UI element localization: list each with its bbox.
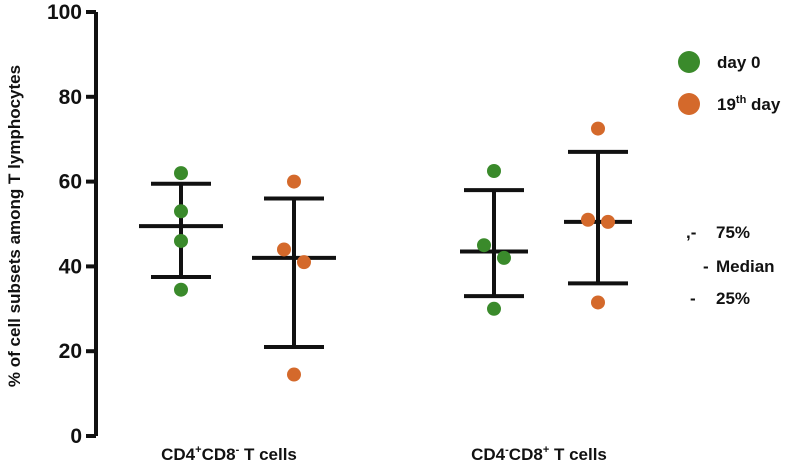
data-point bbox=[591, 121, 605, 136]
key-marker: - bbox=[690, 289, 696, 308]
data-point bbox=[497, 250, 511, 265]
data-point bbox=[487, 164, 501, 178]
label-text: T cells bbox=[549, 445, 607, 464]
label-superscript: - bbox=[505, 444, 509, 456]
legend-label: 19th day bbox=[717, 94, 781, 114]
data-point bbox=[174, 166, 188, 181]
label-text: 19 bbox=[717, 95, 736, 114]
label-text: CD8 bbox=[202, 445, 236, 464]
data-point bbox=[174, 233, 188, 248]
data-point bbox=[287, 174, 301, 189]
data-point bbox=[581, 212, 595, 227]
y-tick-label: 80 bbox=[59, 86, 82, 109]
key-label: 75% bbox=[716, 223, 750, 242]
label-text: CD8 bbox=[509, 445, 543, 464]
data-point bbox=[287, 367, 301, 382]
data-point bbox=[297, 255, 311, 270]
legend-label: day 0 bbox=[717, 53, 760, 72]
label-superscript: + bbox=[543, 444, 549, 456]
data-point bbox=[601, 214, 615, 229]
y-tick-label: 0 bbox=[70, 425, 82, 448]
data-point bbox=[174, 204, 188, 219]
key-label: Median bbox=[716, 257, 775, 276]
y-tick-label: 100 bbox=[47, 1, 82, 24]
x-category-label: CD4-CD8+ T cells bbox=[471, 444, 607, 464]
label-text: CD4 bbox=[471, 445, 506, 464]
legend-marker bbox=[678, 93, 700, 115]
legend-marker bbox=[678, 51, 700, 73]
data-point bbox=[487, 301, 501, 316]
label-superscript: - bbox=[236, 444, 240, 456]
label-superscript: th bbox=[736, 94, 747, 106]
data-point bbox=[174, 282, 188, 297]
data-point bbox=[277, 242, 291, 257]
y-tick-label: 40 bbox=[59, 255, 82, 278]
label-text: day bbox=[746, 95, 781, 114]
data-point bbox=[591, 295, 605, 310]
key-marker: ,- bbox=[686, 223, 696, 242]
label-text: CD4 bbox=[161, 445, 196, 464]
y-tick-label: 60 bbox=[59, 171, 82, 194]
y-axis-label: % of cell subsets among T lymphocytes bbox=[5, 65, 24, 387]
x-category-label: CD4+CD8- T cells bbox=[161, 444, 297, 464]
key-marker: - bbox=[703, 257, 709, 276]
key-label: 25% bbox=[716, 289, 750, 308]
y-tick-label: 20 bbox=[59, 340, 82, 363]
data-point bbox=[477, 238, 491, 253]
label-text: T cells bbox=[239, 445, 297, 464]
label-superscript: + bbox=[195, 444, 201, 456]
